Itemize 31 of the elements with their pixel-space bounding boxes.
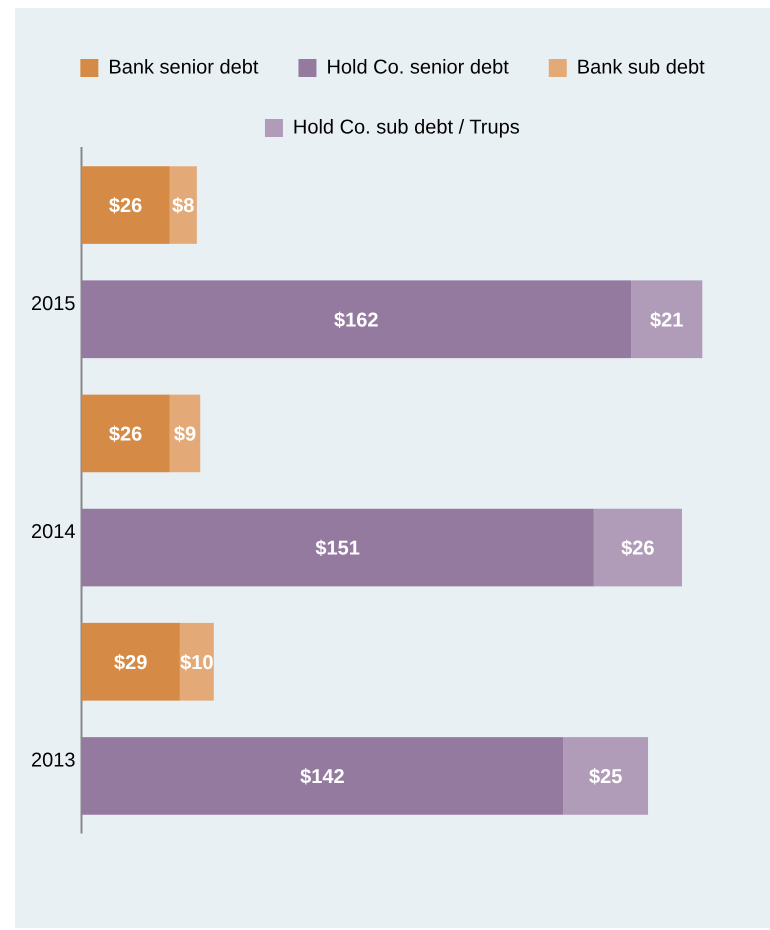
data-label: $29 [114,652,148,674]
bar [81,737,564,815]
data-label: $10 [180,652,214,674]
legend-label: Bank sub debt [576,56,706,79]
data-label: $26 [108,195,142,218]
data-label: $26 [621,538,655,560]
bar [81,394,170,472]
bar [170,394,200,472]
legend-label: Bank senior debt [108,56,259,79]
bar [563,737,648,815]
data-label: $9 [174,423,196,446]
data-label: $151 [315,538,360,560]
bar [81,166,170,244]
legend-label: Hold Co. sub debt / Trups [292,116,520,139]
data-label: $26 [108,423,142,446]
bar [594,508,682,586]
bar [81,280,632,358]
legend-label: Hold Co. senior debt [326,56,510,79]
bar [180,622,214,701]
data-label: $142 [300,766,345,788]
y-tick-label: 2015 [30,292,76,315]
y-tick-label: 2014 [30,521,76,544]
data-label: $25 [588,766,622,788]
bar [170,166,197,244]
data-label: $162 [334,309,379,332]
bar [81,508,594,586]
data-label: $8 [172,195,194,218]
bar [81,622,180,701]
y-tick-label: 2013 [30,749,76,772]
bar [631,280,702,358]
data-label: $21 [650,309,684,332]
